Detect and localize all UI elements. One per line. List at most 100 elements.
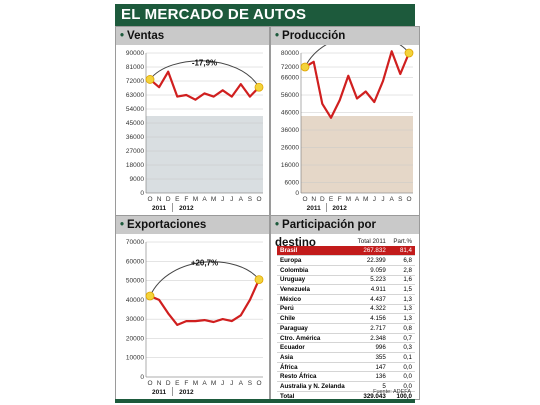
x-tick-label: A	[389, 196, 394, 203]
y-tick-label: 54000	[126, 106, 144, 113]
share-cell: 6,8	[388, 255, 415, 266]
x-tick-label: O	[147, 380, 152, 387]
destination-cell: Ecuador	[277, 342, 353, 354]
data-point	[390, 50, 393, 53]
x-tick-label: M	[211, 196, 216, 203]
share-cell: 1,3	[388, 313, 415, 324]
x-tick-label: S	[248, 380, 253, 387]
x-tick-label: O	[256, 380, 261, 387]
table-row: Ecuador 996 0,3	[277, 342, 415, 354]
y-tick-label: 56000	[281, 92, 299, 99]
y-tick-label: 30000	[126, 316, 144, 323]
x-tick-label: N	[157, 196, 162, 203]
data-point	[176, 324, 179, 326]
share-cell: 0,7	[388, 333, 415, 344]
total-cell: 5.223	[352, 275, 389, 286]
end-marker	[254, 275, 264, 285]
data-point	[330, 116, 332, 119]
share-cell: 1,6	[388, 275, 415, 286]
y-tick-label: 16000	[281, 162, 299, 169]
share-cell: 0,0	[388, 362, 415, 373]
x-tick-label: D	[320, 196, 325, 203]
y-tick-label: 9000	[130, 176, 145, 183]
panel-exportaciones-title: • Exportaciones	[116, 216, 269, 234]
column-header	[277, 236, 352, 246]
total-cell: 4.911	[352, 284, 389, 295]
data-point	[249, 299, 251, 301]
table-row: Brasil 267.832 81,4	[277, 246, 415, 257]
share-cell: 1,5	[388, 284, 415, 295]
bullet-icon: •	[275, 30, 280, 42]
destination-cell: Resto África	[277, 371, 353, 383]
data-point	[249, 95, 251, 98]
x-tick-label: O	[147, 196, 152, 203]
table-row: África 147 0,0	[277, 362, 415, 373]
data-point	[338, 99, 341, 102]
data-point	[185, 320, 188, 322]
panel-participacion-title: • Participación por destino	[271, 216, 419, 249]
year-label: 2011	[307, 205, 321, 212]
source-note: Fuente: ADEFA	[373, 389, 411, 395]
panel-ventas-title: • Ventas	[116, 27, 269, 45]
total-cell: 996	[352, 342, 389, 354]
x-tick-label: O	[302, 196, 307, 203]
share-table: Total 2011 Part.% Brasil 267.832 81,4 Europ…	[277, 236, 415, 402]
column-header: Total 2011	[357, 237, 386, 245]
background-photo	[146, 116, 263, 193]
share-cell: 0,0	[388, 371, 415, 383]
column-header: Part.%	[393, 237, 412, 245]
table-row: Perú 4.322 1,3	[277, 304, 415, 315]
y-tick-label: 18000	[126, 162, 144, 169]
produccion-chart: 0 6000 16000 26000 36000 46000 56000 66000 72000…	[281, 45, 414, 212]
panel-produccion: • Producción 0 6000 16000 26000 36000 46000 560…	[270, 26, 420, 216]
x-tick-label: A	[202, 196, 207, 203]
total-cell: 2.717	[352, 323, 389, 334]
x-tick-label: S	[248, 196, 253, 203]
share-cell: 1,3	[388, 294, 415, 305]
panel-exportaciones: • Exportaciones 0 10000 20000 30000 40000 5000…	[115, 215, 270, 400]
y-tick-label: 40000	[126, 297, 144, 304]
data-point	[158, 299, 160, 301]
data-point	[167, 70, 169, 73]
data-point	[356, 97, 358, 100]
total-cell: 2.348	[352, 333, 389, 344]
data-point	[176, 95, 179, 98]
data-point	[194, 320, 197, 322]
trend-arc	[304, 45, 410, 68]
data-point	[221, 318, 224, 320]
destination-cell: Ctro. América	[277, 333, 353, 344]
year-label: 2012	[332, 205, 347, 212]
share-cell: 0,3	[388, 342, 415, 354]
x-tick-label: A	[239, 380, 244, 387]
x-tick-label: E	[175, 380, 180, 387]
data-point	[212, 95, 215, 98]
x-tick-label: A	[202, 380, 207, 387]
x-tick-label: A	[239, 196, 244, 203]
bullet-icon: •	[275, 219, 280, 231]
table-row: Colombia 9.059 2,8	[277, 265, 415, 276]
bullet-icon: •	[120, 30, 125, 42]
destination-cell: Paraguay	[277, 323, 353, 334]
y-tick-label: 72000	[126, 78, 144, 85]
table-row: Australia y N. Zelanda 5 0,0	[277, 381, 415, 392]
change-annotation: -17,9%	[192, 58, 217, 67]
data-point	[373, 101, 376, 103]
data-point	[240, 83, 242, 85]
panel-produccion-title: • Producción	[271, 27, 419, 45]
y-tick-label: 26000	[281, 145, 299, 152]
year-label: 2011	[152, 205, 166, 212]
y-tick-label: 45000	[126, 120, 144, 127]
y-tick-label: 10000	[126, 355, 144, 362]
destination-cell: Australia y N. Zelanda	[277, 381, 353, 392]
x-tick-label: M	[363, 196, 368, 203]
y-tick-label: 81000	[126, 64, 144, 71]
data-point	[167, 312, 169, 315]
end-marker	[254, 82, 264, 92]
y-tick-label: 70000	[126, 239, 144, 246]
footer-bar	[115, 399, 415, 403]
total-cell: 5	[352, 381, 389, 392]
total-cell: 4.322	[352, 304, 389, 315]
x-tick-label: M	[193, 380, 198, 387]
x-tick-label: O	[406, 196, 411, 203]
